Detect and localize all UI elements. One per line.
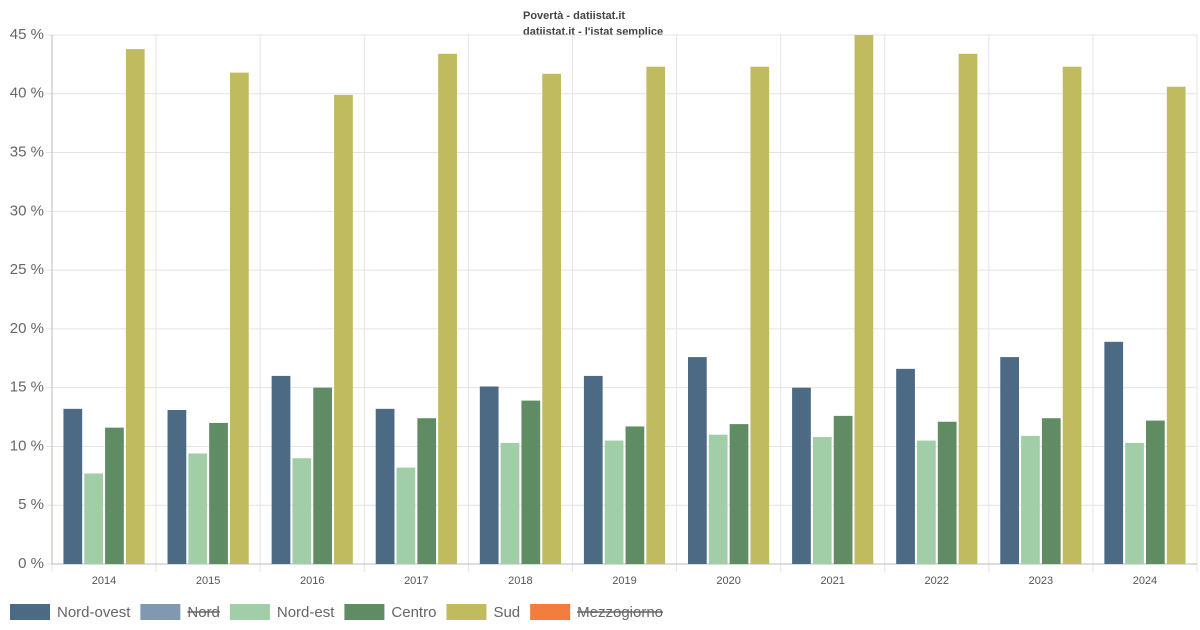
bar — [646, 66, 666, 565]
legend-swatch[interactable] — [446, 604, 487, 620]
y-tick-label: 30 % — [10, 202, 44, 219]
legend-swatch[interactable] — [140, 604, 181, 620]
bar — [1125, 442, 1144, 564]
bar — [1145, 420, 1165, 564]
bar — [1104, 341, 1124, 564]
bar — [105, 427, 124, 564]
bar — [583, 375, 603, 564]
bar — [271, 375, 291, 564]
x-tick-label: 2015 — [196, 575, 220, 587]
x-tick-label: 2014 — [92, 575, 116, 587]
legend-swatch[interactable] — [10, 604, 50, 620]
bar — [729, 424, 749, 564]
x-tick-label: 2021 — [820, 575, 844, 587]
bar — [1000, 357, 1020, 564]
chart-title: Povertà - datiistat.it — [523, 10, 625, 22]
x-tick-label: 2019 — [612, 575, 636, 587]
bar — [396, 467, 416, 564]
bar — [708, 434, 728, 564]
y-tick-label: 35 % — [10, 144, 44, 161]
y-tick-label: 40 % — [10, 85, 44, 102]
x-tick-label: 2017 — [404, 575, 428, 587]
bar — [937, 421, 957, 564]
y-tick-label: 25 % — [10, 261, 44, 278]
y-tick-label: 15 % — [10, 379, 44, 396]
legend-swatch[interactable] — [344, 604, 385, 620]
bar — [916, 440, 936, 564]
bar — [542, 73, 562, 564]
bar — [687, 357, 707, 564]
legend-label[interactable]: Sud — [493, 604, 520, 621]
bar — [125, 49, 145, 564]
bar — [625, 426, 645, 564]
legend-label[interactable]: Nord-ovest — [57, 604, 131, 621]
bar — [1041, 418, 1061, 564]
bar — [229, 72, 249, 565]
x-tick-label: 2020 — [716, 575, 740, 587]
bar — [896, 368, 915, 564]
legend-swatch[interactable] — [229, 604, 270, 620]
bar — [1166, 86, 1186, 565]
bar — [84, 473, 104, 564]
bar — [521, 400, 541, 564]
bar — [958, 53, 978, 564]
x-tick-label: 2016 — [300, 575, 324, 587]
bar — [334, 94, 353, 564]
bar — [833, 415, 853, 564]
bar — [1062, 66, 1082, 565]
bar — [292, 458, 312, 564]
bar — [750, 66, 770, 565]
y-tick-label: 0 % — [18, 555, 44, 572]
x-tick-label: 2023 — [1029, 575, 1053, 587]
x-tick-label: 2018 — [508, 575, 532, 587]
bar — [313, 387, 333, 564]
x-tick-label: 2024 — [1133, 575, 1157, 587]
legend-label[interactable]: Nord-est — [277, 604, 335, 621]
bar — [812, 437, 832, 564]
bar — [188, 453, 208, 564]
bar — [167, 410, 187, 564]
bar — [604, 440, 624, 564]
chart-subtitle: datiistat.it - l'istat semplice — [523, 26, 663, 38]
legend-swatch[interactable] — [530, 604, 571, 620]
bar — [375, 408, 395, 564]
bar — [209, 422, 228, 564]
bar — [417, 418, 437, 564]
x-tick-label: 2022 — [925, 575, 949, 587]
bar — [63, 408, 83, 564]
legend-label[interactable]: Centro — [391, 604, 436, 621]
bar — [1021, 435, 1040, 564]
bar — [500, 442, 520, 564]
y-tick-label: 10 % — [10, 437, 44, 454]
y-tick-label: 20 % — [10, 320, 44, 337]
bar — [438, 53, 457, 564]
y-tick-label: 45 % — [10, 26, 44, 43]
bar — [479, 386, 499, 564]
bar — [792, 387, 811, 564]
bar — [854, 35, 874, 564]
y-tick-label: 5 % — [18, 496, 44, 513]
